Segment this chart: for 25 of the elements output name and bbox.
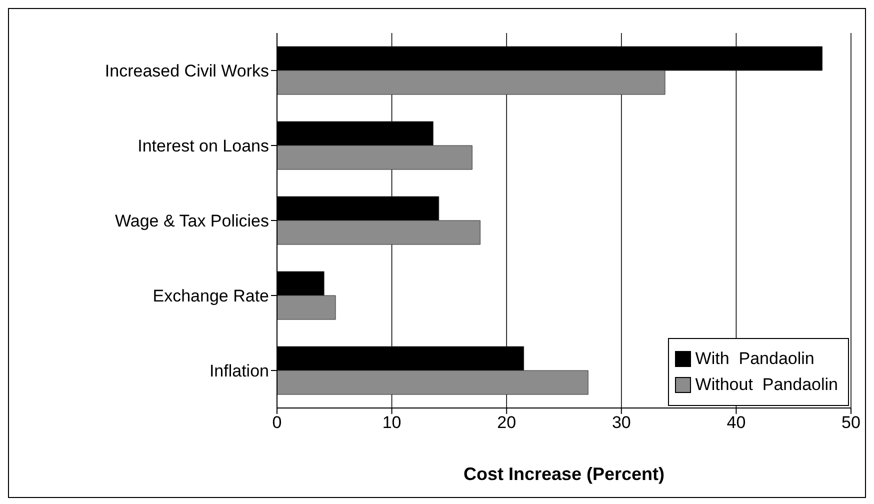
y-tick-label: Inflation (209, 362, 269, 381)
bar (277, 121, 434, 146)
bar (277, 46, 823, 71)
y-tick-label: Interest on Loans (138, 136, 269, 156)
x-tick-label: 40 (726, 413, 746, 432)
legend-label: With Pandaolin (695, 349, 814, 369)
x-tick-label: 30 (612, 413, 631, 432)
bar (277, 196, 440, 221)
x-tick-label: 50 (842, 413, 860, 432)
chart-frame: 0 10 20 30 40 50 Cost Increase (Percent) Increased Civil Works Interest on Loans Wage & Tax Policies Exchange Rate Inflation With Pandaolin Without Pandaolin (8, 8, 866, 498)
x-tick-label: 0 (272, 413, 282, 432)
x-tick-label: 20 (497, 413, 516, 432)
bar (277, 145, 472, 170)
x-tick-label: 10 (382, 413, 402, 432)
bar (277, 271, 324, 296)
bar (277, 370, 588, 395)
y-tick-label: Increased Civil Works (104, 62, 269, 81)
bar (277, 220, 480, 245)
bar (277, 70, 666, 95)
bar (277, 295, 336, 320)
legend-label: Without Pandaolin (695, 375, 838, 395)
bar (277, 346, 524, 371)
y-tick-label: Exchange Rate (152, 286, 269, 306)
y-tick-label: Wage & Tax Policies (114, 212, 269, 231)
x-axis-title: Cost Increase (Percent) (463, 464, 665, 484)
